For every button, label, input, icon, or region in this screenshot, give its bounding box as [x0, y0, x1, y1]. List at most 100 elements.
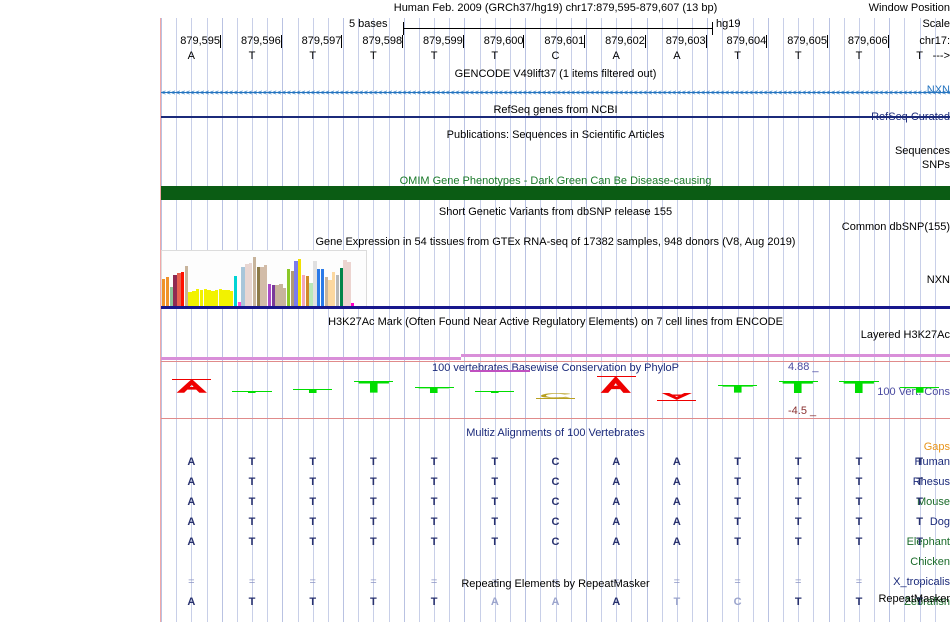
- gtex-tissue-bar[interactable]: [222, 289, 226, 307]
- gaps-label[interactable]: Gaps: [923, 441, 950, 453]
- multiz-species-row[interactable]: Elephant A T T T T T C A A T T T T: [0, 536, 950, 549]
- gtex-tissue-bar[interactable]: [233, 275, 238, 307]
- gtex-tissue-bar[interactable]: [214, 289, 219, 307]
- snps-label[interactable]: SNPs: [921, 159, 950, 171]
- conservation-base-glyph[interactable]: [722, 385, 754, 394]
- gtex-tissue-bar[interactable]: [320, 269, 325, 307]
- gtex-tissue-bar[interactable]: [267, 283, 272, 307]
- conservation-base-glyph[interactable]: [540, 393, 572, 399]
- omim-gene-bar[interactable]: [161, 186, 950, 200]
- multiz-species-label[interactable]: Dog: [929, 516, 950, 528]
- gencode-transcript-line[interactable]: <<<<<<<<<<<<<<<<<<<<<<<<<<<<<<<<<<<<<<<<…: [161, 88, 950, 97]
- multiz-species-row[interactable]: Mouse A T T T T T C A A T T T T: [0, 496, 950, 509]
- multiz-track-title[interactable]: Multiz Alignments of 100 Vertebrates: [466, 427, 645, 439]
- gtex-tissue-bar[interactable]: [241, 267, 245, 307]
- common-dbsnp-label[interactable]: Common dbSNP(155): [841, 221, 950, 233]
- gtex-tissue-bar[interactable]: [180, 271, 185, 307]
- multiz-species-row[interactable]: Human A T T T T T C A A T T T T: [0, 456, 950, 469]
- dbsnp-track-title[interactable]: Short Genetic Variants from dbSNP releas…: [438, 206, 673, 218]
- multiz-species-label[interactable]: Mouse: [916, 496, 950, 508]
- multiz-species-row[interactable]: Rhesus A T T T T T C A A T T T T: [0, 476, 950, 489]
- gtex-tissue-bar[interactable]: [290, 271, 294, 307]
- conservation-base-glyph[interactable]: [600, 376, 632, 394]
- gtex-tissue-bar[interactable]: [196, 289, 200, 307]
- gencode-gene-label[interactable]: NXN: [926, 84, 950, 96]
- gtex-tissue-bar[interactable]: [188, 291, 192, 307]
- gtex-tissue-bar[interactable]: [332, 271, 336, 307]
- sequences-label[interactable]: Sequences: [894, 145, 950, 157]
- conservation-base-glyph[interactable]: [479, 390, 511, 394]
- gtex-tissue-bar[interactable]: [294, 261, 298, 307]
- gtex-tissue-bar[interactable]: [347, 262, 351, 307]
- gtex-tissue-bar[interactable]: [162, 279, 166, 307]
- gtex-tissue-bar[interactable]: [309, 282, 313, 307]
- multiz-species-label[interactable]: Chicken: [910, 556, 950, 568]
- gtex-tissue-bar[interactable]: [351, 302, 355, 307]
- multiz-species-row[interactable]: Zebrafish A T T T T A A A T C T T T: [0, 596, 950, 609]
- gtex-tissue-bar[interactable]: [339, 268, 344, 307]
- refseq-transcript-line[interactable]: [161, 116, 950, 118]
- refseq-track-title[interactable]: RefSeq genes from NCBI: [493, 104, 618, 116]
- gencode-track-title[interactable]: GENCODE V49lift37 (1 items filtered out): [454, 68, 657, 80]
- multiz-species-label[interactable]: X_tropicalis: [893, 576, 950, 588]
- multiz-species-row[interactable]: Chicken: [0, 556, 950, 569]
- gtex-tissue-bar[interactable]: [324, 277, 328, 307]
- gtex-tissue-bar[interactable]: [218, 289, 223, 307]
- gtex-tissue-bar[interactable]: [286, 269, 291, 307]
- repeatmasker-label[interactable]: RepeatMasker: [878, 593, 950, 605]
- gtex-tissue-bar[interactable]: [335, 274, 340, 307]
- multiz-species-label[interactable]: Rhesus: [912, 476, 950, 488]
- gtex-tissue-bar[interactable]: [192, 290, 196, 307]
- multiz-species-label[interactable]: Human: [914, 456, 950, 468]
- repeatmasker-track-title[interactable]: Repeating Elements by RepeatMasker: [461, 578, 650, 590]
- conservation-base-glyph[interactable]: [358, 381, 390, 394]
- publications-track-title[interactable]: Publications: Sequences in Scientific Ar…: [446, 129, 665, 141]
- gtex-tissue-bar[interactable]: [271, 284, 275, 307]
- conservation-letter-plot[interactable]: [161, 366, 950, 418]
- gtex-tissue-bar[interactable]: [275, 285, 279, 307]
- conservation-base-glyph[interactable]: [176, 379, 208, 394]
- gtex-tissue-bar[interactable]: [301, 274, 306, 307]
- gtex-tissue-bar[interactable]: [328, 280, 332, 307]
- gtex-track-title[interactable]: Gene Expression in 54 tissues from GTEx …: [315, 236, 796, 248]
- gtex-tissue-bar[interactable]: [260, 267, 264, 307]
- gtex-tissue-bar[interactable]: [226, 289, 230, 307]
- gtex-tissue-bar[interactable]: [245, 263, 249, 307]
- gtex-expression-chart[interactable]: [161, 250, 950, 310]
- conservation-base-glyph[interactable]: [297, 389, 329, 394]
- conservation-base-glyph[interactable]: [843, 380, 875, 394]
- multiz-species-row[interactable]: Dog A T T T T T C A A T T T T: [0, 516, 950, 529]
- gtex-tissue-bar[interactable]: [313, 261, 317, 307]
- conservation-base-glyph[interactable]: [782, 380, 814, 394]
- gtex-tissue-bar[interactable]: [211, 290, 215, 307]
- gtex-tissue-bar[interactable]: [173, 274, 177, 307]
- gtex-tissue-bar[interactable]: [343, 260, 347, 307]
- conservation-base-glyph[interactable]: [661, 393, 693, 400]
- gtex-tissue-bar[interactable]: [165, 277, 170, 307]
- gtex-tissue-bar[interactable]: [316, 269, 321, 307]
- gtex-tissue-bar[interactable]: [264, 264, 268, 307]
- gtex-gene-label[interactable]: NXN: [926, 274, 950, 286]
- conservation-label[interactable]: 100 Vert. Cons: [877, 386, 950, 398]
- gtex-tissue-bar[interactable]: [256, 266, 260, 307]
- conservation-base-glyph[interactable]: [418, 386, 450, 394]
- gtex-tissue-bar[interactable]: [207, 289, 211, 307]
- multiz-species-row[interactable]: X_tropicalis = = = = = = = = = = = = =: [0, 576, 950, 589]
- omim-track-title[interactable]: OMIM Gene Phenotypes - Dark Green Can Be…: [399, 175, 712, 187]
- gtex-tissue-bar[interactable]: [248, 262, 253, 307]
- gtex-tissue-bar[interactable]: [199, 289, 204, 307]
- gtex-tissue-bar[interactable]: [279, 283, 283, 307]
- gtex-tissue-bar[interactable]: [282, 288, 287, 307]
- gtex-tissue-bar[interactable]: [177, 272, 181, 307]
- gtex-tissue-bar[interactable]: [237, 301, 241, 307]
- gtex-tissue-bar[interactable]: [252, 256, 257, 307]
- multiz-species-label[interactable]: Zebrafish: [904, 596, 950, 608]
- gtex-tissue-bar[interactable]: [184, 265, 189, 307]
- coordinate-ruler-row[interactable]: chr17: 879,595 879,596 879,597 879,598 879,5…: [0, 35, 950, 49]
- gtex-tissue-bar[interactable]: [230, 290, 234, 307]
- layered-h3k27ac-label[interactable]: Layered H3K27Ac: [860, 329, 950, 341]
- multiz-species-label[interactable]: Elephant: [906, 536, 950, 548]
- gtex-tissue-bar[interactable]: [305, 275, 310, 307]
- gtex-tissue-bar[interactable]: [169, 287, 173, 307]
- gtex-tissue-bar[interactable]: [298, 259, 302, 307]
